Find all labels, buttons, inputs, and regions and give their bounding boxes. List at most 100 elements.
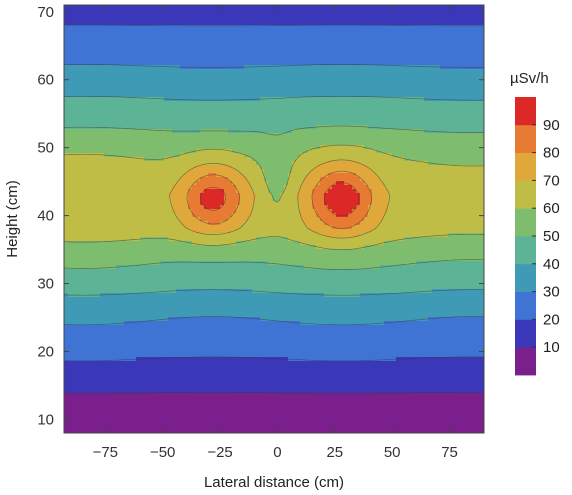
contour-cell xyxy=(132,117,137,122)
contour-cell xyxy=(468,57,473,62)
contour-cell xyxy=(384,169,389,174)
contour-cell xyxy=(384,49,389,54)
contour-cell xyxy=(208,21,213,26)
contour-cell xyxy=(320,53,325,58)
contour-cell xyxy=(452,73,457,78)
contour-cell xyxy=(340,45,345,50)
contour-cell xyxy=(244,145,249,150)
contour-cell xyxy=(116,9,121,14)
contour-cell xyxy=(152,153,157,158)
contour-cell xyxy=(332,93,337,98)
contour-cell xyxy=(452,177,457,182)
contour-cell xyxy=(472,9,477,14)
contour-cell xyxy=(320,161,325,166)
contour-cell xyxy=(248,49,253,54)
contour-cell xyxy=(440,153,445,158)
contour-cell xyxy=(240,169,245,174)
contour-cell xyxy=(364,17,369,22)
contour-cell xyxy=(264,109,269,114)
contour-cell xyxy=(360,141,365,146)
contour-cell xyxy=(180,9,185,14)
contour-cell xyxy=(108,65,113,70)
contour-cell xyxy=(100,13,105,18)
contour-cell xyxy=(312,5,317,10)
contour-cell xyxy=(404,85,409,90)
contour-cell xyxy=(92,73,97,78)
contour-cell xyxy=(88,61,93,66)
contour-cell xyxy=(132,45,137,50)
contour-cell xyxy=(140,149,145,154)
contour-cell xyxy=(236,97,241,102)
contour-cell xyxy=(292,21,297,26)
contour-cell xyxy=(260,149,265,154)
contour-cell xyxy=(72,93,77,98)
contour-cell xyxy=(144,53,149,58)
contour-cell xyxy=(416,141,421,146)
contour-cell xyxy=(232,181,237,186)
contour-cell xyxy=(324,105,329,110)
contour-cell xyxy=(276,153,281,158)
contour-cell xyxy=(444,69,449,74)
contour-cell xyxy=(364,9,369,14)
contour-cell xyxy=(244,37,249,42)
contour-cell xyxy=(204,101,209,106)
contour-cell xyxy=(412,161,417,166)
contour-cell xyxy=(308,17,313,22)
contour-cell xyxy=(216,193,221,198)
contour-cell xyxy=(376,117,381,122)
contour-cell xyxy=(472,181,477,186)
contour-cell xyxy=(292,53,297,58)
contour-cell xyxy=(320,133,325,138)
contour-cell xyxy=(468,105,473,110)
contour-cell xyxy=(324,121,329,126)
contour-cell xyxy=(420,133,425,138)
contour-cell xyxy=(256,37,261,42)
contour-cell xyxy=(432,69,437,74)
contour-cell xyxy=(116,65,121,70)
contour-cell xyxy=(284,97,289,102)
contour-cell xyxy=(364,141,369,146)
contour-cell xyxy=(272,185,277,190)
contour-cell xyxy=(360,69,365,74)
contour-cell xyxy=(428,93,433,98)
contour-cell xyxy=(396,57,401,62)
contour-cell xyxy=(284,13,289,18)
contour-cell xyxy=(432,41,437,46)
contour-cell xyxy=(376,173,381,178)
contour-cell xyxy=(244,181,249,186)
contour-cell xyxy=(292,9,297,14)
contour-cell xyxy=(96,61,101,66)
contour-cell xyxy=(228,33,233,38)
contour-cell xyxy=(472,129,477,134)
contour-cell xyxy=(300,177,305,182)
contour-cell xyxy=(252,49,257,54)
contour-cell xyxy=(316,141,321,146)
contour-cell xyxy=(264,9,269,14)
contour-cell xyxy=(168,161,173,166)
contour-cell xyxy=(348,117,353,122)
contour-cell xyxy=(460,85,465,90)
contour-cell xyxy=(428,37,433,42)
contour-cell xyxy=(72,157,77,162)
contour-cell xyxy=(324,133,329,138)
contour-cell xyxy=(240,93,245,98)
contour-cell xyxy=(172,141,177,146)
contour-cell xyxy=(172,77,177,82)
contour-cell xyxy=(324,113,329,118)
contour-cell xyxy=(236,145,241,150)
contour-cell xyxy=(336,97,341,102)
contour-cell xyxy=(124,45,129,50)
contour-cell xyxy=(444,105,449,110)
contour-cell xyxy=(92,9,97,14)
contour-cell xyxy=(328,53,333,58)
contour-cell xyxy=(412,113,417,118)
contour-cell xyxy=(388,73,393,78)
contour-cell xyxy=(76,73,81,78)
contour-cell xyxy=(216,129,221,134)
contour-cell xyxy=(196,21,201,26)
contour-cell xyxy=(224,173,229,178)
contour-cell xyxy=(228,141,233,146)
contour-cell xyxy=(296,17,301,22)
contour-cell xyxy=(424,85,429,90)
contour-cell xyxy=(204,81,209,86)
